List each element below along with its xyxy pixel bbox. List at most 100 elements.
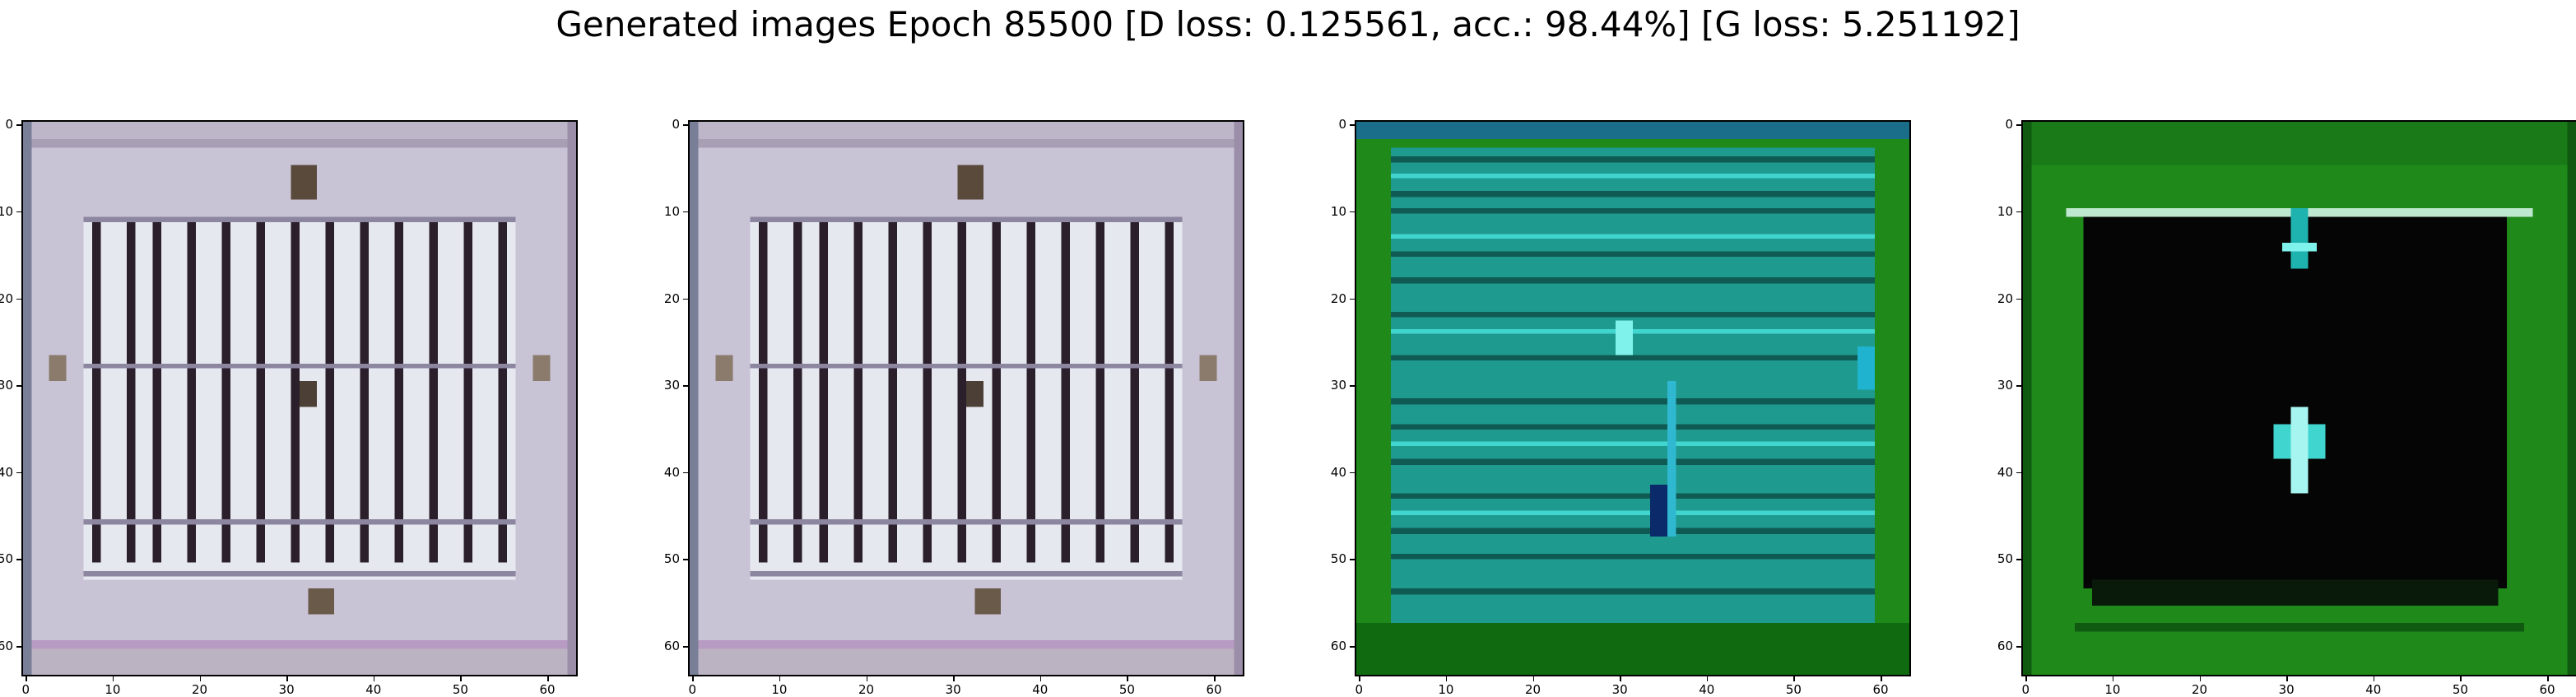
y-tick-mark — [16, 211, 21, 213]
y-tick-label: 20 — [655, 292, 680, 305]
x-tick-mark — [286, 676, 288, 681]
x-tick-label: 60 — [2535, 683, 2560, 696]
y-tick-mark — [16, 124, 21, 126]
x-tick-label: 30 — [941, 683, 965, 696]
x-tick-mark — [26, 676, 27, 681]
y-tick-mark — [683, 559, 688, 560]
y-tick-mark — [2016, 472, 2021, 474]
x-tick-label: 30 — [1607, 683, 1632, 696]
y-tick-mark — [683, 124, 688, 126]
x-tick-mark — [1040, 676, 1042, 681]
x-tick-mark — [1881, 676, 1882, 681]
generated-image-3 — [1355, 120, 1911, 676]
generated-image-2 — [688, 120, 1244, 676]
x-tick-mark — [2200, 676, 2202, 681]
x-tick-label: 40 — [1695, 683, 1719, 696]
y-tick-mark — [683, 646, 688, 648]
x-tick-mark — [1620, 676, 1621, 681]
x-tick-label: 50 — [1114, 683, 1139, 696]
y-tick-mark — [2016, 124, 2021, 126]
x-tick-label: 10 — [100, 683, 125, 696]
x-tick-mark — [2374, 676, 2375, 681]
x-tick-mark — [1214, 676, 1216, 681]
y-tick-label: 50 — [1988, 552, 2013, 565]
y-tick-label: 60 — [0, 639, 13, 653]
x-tick-label: 10 — [2100, 683, 2125, 696]
x-tick-label: 40 — [361, 683, 386, 696]
x-tick-mark — [1533, 676, 1535, 681]
y-tick-mark — [683, 211, 688, 213]
x-tick-mark — [2113, 676, 2114, 681]
y-tick-label: 0 — [1322, 118, 1346, 131]
x-tick-label: 50 — [2448, 683, 2472, 696]
y-tick-label: 20 — [0, 292, 13, 305]
y-tick-label: 20 — [1988, 292, 2013, 305]
y-tick-mark — [1350, 385, 1355, 387]
generated-image-1 — [21, 120, 578, 676]
x-tick-label: 50 — [448, 683, 472, 696]
x-tick-mark — [547, 676, 549, 681]
x-tick-mark — [460, 676, 462, 681]
y-tick-mark — [2016, 299, 2021, 300]
x-tick-mark — [1359, 676, 1360, 681]
x-tick-mark — [867, 676, 868, 681]
y-tick-label: 0 — [655, 118, 680, 131]
y-tick-mark — [16, 299, 21, 300]
y-tick-label: 20 — [1322, 292, 1346, 305]
y-tick-label: 30 — [1988, 379, 2013, 392]
x-tick-label: 0 — [680, 683, 704, 696]
y-tick-mark — [16, 646, 21, 648]
x-tick-label: 60 — [1202, 683, 1226, 696]
y-tick-mark — [683, 385, 688, 387]
x-tick-mark — [1446, 676, 1448, 681]
y-tick-mark — [2016, 646, 2021, 648]
y-tick-label: 10 — [1988, 205, 2013, 218]
y-tick-label: 40 — [1988, 466, 2013, 479]
x-tick-mark — [2286, 676, 2288, 681]
y-tick-mark — [1350, 559, 1355, 560]
y-tick-mark — [683, 472, 688, 474]
y-tick-label: 0 — [1988, 118, 2013, 131]
y-tick-label: 30 — [0, 379, 13, 392]
x-tick-mark — [692, 676, 694, 681]
y-tick-mark — [16, 559, 21, 560]
y-tick-label: 50 — [0, 552, 13, 565]
x-tick-mark — [200, 676, 202, 681]
x-tick-mark — [1707, 676, 1709, 681]
x-tick-label: 60 — [1868, 683, 1893, 696]
x-tick-mark — [953, 676, 955, 681]
y-tick-label: 10 — [1322, 205, 1346, 218]
y-tick-label: 40 — [0, 466, 13, 479]
y-tick-mark — [2016, 559, 2021, 560]
y-tick-label: 10 — [0, 205, 13, 218]
y-tick-label: 0 — [0, 118, 13, 131]
y-tick-label: 40 — [1322, 466, 1346, 479]
x-tick-mark — [2460, 676, 2462, 681]
y-tick-label: 60 — [655, 639, 680, 653]
y-tick-label: 50 — [1322, 552, 1346, 565]
x-tick-mark — [1127, 676, 1128, 681]
x-tick-mark — [113, 676, 114, 681]
y-tick-mark — [16, 472, 21, 474]
x-tick-label: 10 — [1434, 683, 1458, 696]
x-tick-label: 20 — [188, 683, 212, 696]
x-tick-label: 50 — [1781, 683, 1806, 696]
y-tick-mark — [1350, 211, 1355, 213]
x-tick-label: 0 — [13, 683, 38, 696]
y-tick-mark — [16, 385, 21, 387]
x-tick-label: 40 — [1028, 683, 1053, 696]
y-tick-mark — [683, 299, 688, 300]
x-tick-label: 10 — [767, 683, 792, 696]
x-tick-label: 20 — [2188, 683, 2212, 696]
y-tick-mark — [2016, 385, 2021, 387]
y-tick-label: 30 — [1322, 379, 1346, 392]
x-tick-mark — [2547, 676, 2549, 681]
y-tick-mark — [1350, 646, 1355, 648]
y-tick-label: 30 — [655, 379, 680, 392]
x-tick-label: 30 — [274, 683, 299, 696]
x-tick-label: 60 — [535, 683, 560, 696]
x-tick-mark — [779, 676, 781, 681]
x-tick-label: 30 — [2274, 683, 2299, 696]
x-tick-mark — [2025, 676, 2027, 681]
y-tick-label: 50 — [655, 552, 680, 565]
